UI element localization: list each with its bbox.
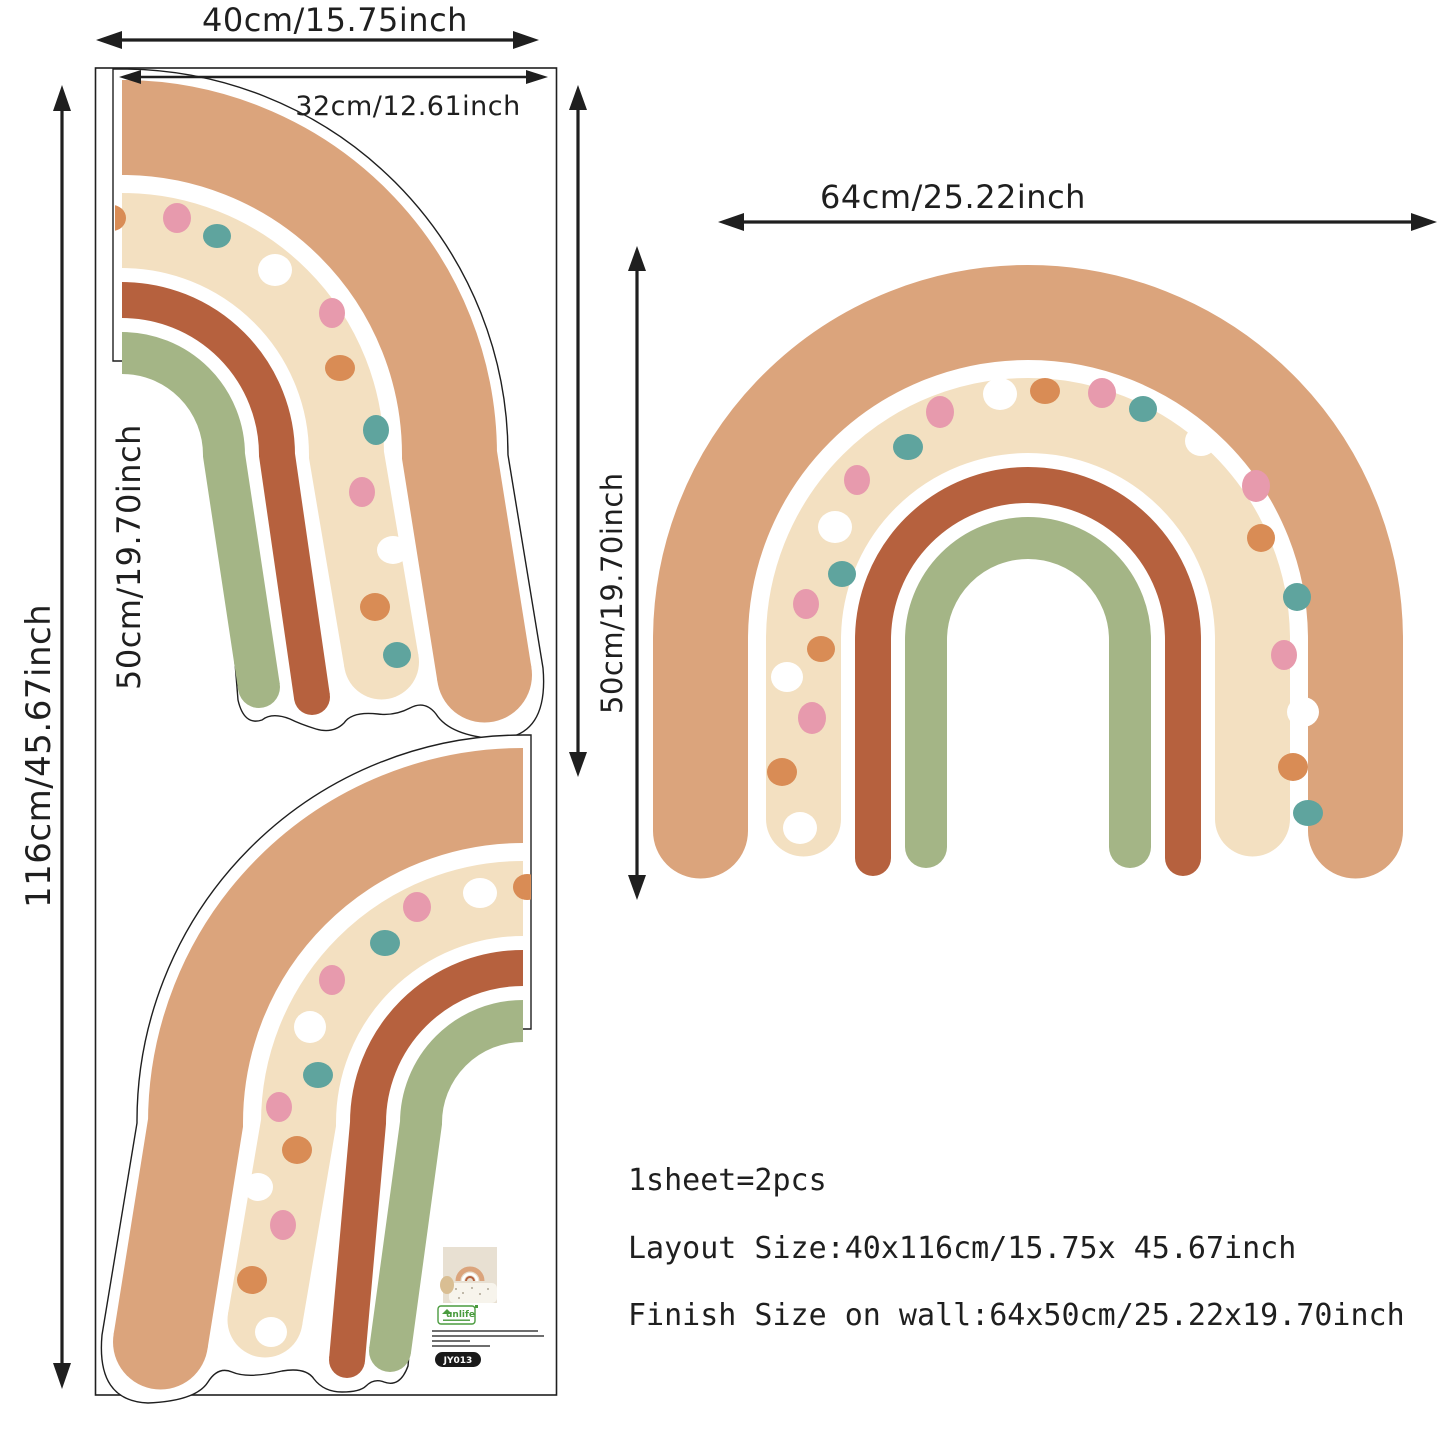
assembled-rainbow: [653, 265, 1403, 879]
note-sheet-pieces: 1sheet=2pcs: [628, 1163, 827, 1198]
dimension-arrows: [53, 31, 1437, 1389]
sheet-piece-bottom: [100, 734, 532, 1404]
dimension-label-piece-height: 50cm/19.70inch: [110, 424, 148, 690]
brand-name: unlife: [446, 1310, 475, 1320]
logo-roof-icon: [442, 1309, 452, 1314]
notes-block: 1sheet=2pcs Layout Size:40x116cm/15.75x …: [628, 1163, 1405, 1333]
dimension-label-sheet-width: 40cm/15.75inch: [202, 1, 468, 39]
dimension-label-finish-width: 64cm/25.22inch: [820, 178, 1086, 216]
piece-top-terrazzo-dots: [115, 203, 411, 668]
product-photo: [440, 1247, 497, 1303]
brand-logo: unlife: [437, 1305, 478, 1325]
piece-bottom-terrazzo-dots: [237, 874, 531, 1347]
note-layout-size: Layout Size:40x116cm/15.75x 45.67inch: [628, 1231, 1296, 1266]
product-code-pill: JY013: [435, 1352, 481, 1367]
rainbow-bands: [653, 265, 1403, 879]
note-finish-size: Finish Size on wall:64x50cm/25.22x19.70i…: [628, 1298, 1405, 1333]
dimension-label-finish-height: 50cm/19.70inch: [595, 472, 629, 714]
rainbow-terrazzo-dots: [767, 378, 1323, 844]
dimension-label-sheet-height: 116cm/45.67inch: [19, 604, 59, 908]
product-code: JY013: [443, 1356, 473, 1366]
fine-print-lines: [432, 1330, 544, 1347]
sheet-piece-top: [112, 68, 545, 740]
product-label: unlife JY013: [432, 1247, 544, 1367]
dimension-label-piece-width: 32cm/12.61inch: [295, 91, 520, 122]
